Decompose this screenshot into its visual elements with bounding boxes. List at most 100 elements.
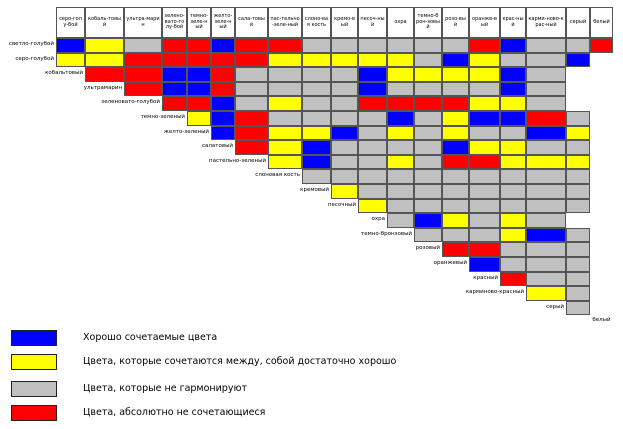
matrix-cell xyxy=(387,169,414,184)
matrix-cell xyxy=(331,140,358,155)
matrix-cell xyxy=(331,184,358,199)
matrix-cell xyxy=(302,111,331,126)
column-header: карми-ново-крас-ный xyxy=(526,7,566,38)
matrix-cell xyxy=(162,81,187,97)
legend-swatch xyxy=(11,354,57,370)
matrix-cell xyxy=(268,125,302,141)
matrix-cell xyxy=(442,111,469,126)
column-header: розо-вый xyxy=(442,7,469,38)
matrix-cell xyxy=(414,198,442,214)
matrix-cell xyxy=(358,125,387,141)
matrix-cell xyxy=(566,52,590,68)
matrix-cell xyxy=(187,38,211,53)
matrix-cell xyxy=(124,52,162,68)
matrix-cell xyxy=(566,169,590,184)
matrix-cell xyxy=(85,67,124,82)
matrix-cell xyxy=(469,67,500,82)
matrix-cell xyxy=(358,154,387,170)
matrix-cell xyxy=(469,227,500,243)
matrix-cell xyxy=(566,140,590,155)
matrix-cell xyxy=(442,198,469,214)
matrix-cell xyxy=(500,184,526,199)
matrix-cell xyxy=(358,96,387,111)
matrix-cell xyxy=(469,125,500,141)
matrix-cell xyxy=(469,111,500,126)
matrix-cell xyxy=(187,81,211,97)
matrix-cell xyxy=(566,227,590,243)
column-header: ультра-марин xyxy=(124,7,162,38)
matrix-cell xyxy=(442,242,469,257)
matrix-cell xyxy=(331,125,358,141)
row-label: пастельно-зеленый xyxy=(208,157,266,164)
matrix-cell xyxy=(566,300,590,316)
matrix-cell xyxy=(211,81,235,97)
matrix-cell xyxy=(387,154,414,170)
matrix-cell xyxy=(414,38,442,53)
matrix-cell xyxy=(387,111,414,126)
matrix-cell xyxy=(566,257,590,272)
column-header: слоно-вая кость xyxy=(302,7,331,38)
matrix-cell xyxy=(442,52,469,68)
matrix-cell xyxy=(302,52,331,68)
matrix-cell xyxy=(358,67,387,82)
legend-swatch xyxy=(11,330,57,346)
matrix-cell xyxy=(526,242,566,257)
row-label: серо-голубой xyxy=(15,55,54,62)
column-header: темно-зеле-ный xyxy=(187,7,211,38)
matrix-cell xyxy=(387,67,414,82)
matrix-cell xyxy=(469,52,500,68)
row-label: кобальтовый xyxy=(45,70,83,77)
matrix-cell xyxy=(414,67,442,82)
legend-label: Цвета, абсолютно не сочетающиеся xyxy=(83,407,266,418)
column-header: зелено-вато-голу-бой xyxy=(162,7,187,38)
matrix-cell xyxy=(442,125,469,141)
matrix-cell xyxy=(302,81,331,97)
matrix-cell xyxy=(526,169,566,184)
matrix-cell xyxy=(526,271,566,287)
matrix-cell xyxy=(187,96,211,111)
row-label: оранжевый xyxy=(433,260,467,266)
matrix-cell xyxy=(566,125,590,141)
matrix-cell xyxy=(442,154,469,170)
matrix-cell xyxy=(162,38,187,53)
matrix-cell xyxy=(162,96,187,111)
matrix-cell xyxy=(442,184,469,199)
matrix-cell xyxy=(358,38,387,53)
row-label: охра xyxy=(371,216,385,223)
matrix-cell xyxy=(331,111,358,126)
matrix-cell xyxy=(469,198,500,214)
matrix-cell xyxy=(414,81,442,97)
matrix-cell xyxy=(414,52,442,68)
matrix-cell xyxy=(358,52,387,68)
matrix-cell xyxy=(387,125,414,141)
row-label: салатовый xyxy=(201,143,233,150)
matrix-cell xyxy=(387,38,414,53)
matrix-cell xyxy=(235,38,268,53)
matrix-cell xyxy=(387,198,414,214)
row-label: песочный xyxy=(327,201,356,208)
matrix-cell xyxy=(500,140,526,155)
matrix-cell xyxy=(302,67,331,82)
legend-swatch xyxy=(11,381,57,397)
row-label: светло-голубой xyxy=(8,41,54,47)
matrix-cell xyxy=(566,286,590,301)
matrix-cell xyxy=(56,38,85,53)
matrix-cell xyxy=(500,257,526,272)
matrix-cell xyxy=(211,96,235,111)
column-header: сала-товый xyxy=(235,7,268,38)
matrix-cell xyxy=(469,169,500,184)
matrix-cell xyxy=(387,96,414,111)
column-header: серый xyxy=(566,7,590,38)
matrix-cell xyxy=(331,96,358,111)
matrix-cell xyxy=(526,125,566,141)
matrix-cell xyxy=(442,81,469,97)
matrix-cell xyxy=(331,169,358,184)
matrix-cell xyxy=(358,198,387,214)
matrix-cell xyxy=(187,111,211,126)
matrix-cell xyxy=(500,169,526,184)
row-label: серый xyxy=(546,303,564,310)
row-label: желто-зеленый xyxy=(163,128,209,135)
matrix-cell xyxy=(302,96,331,111)
matrix-cell xyxy=(235,67,268,82)
